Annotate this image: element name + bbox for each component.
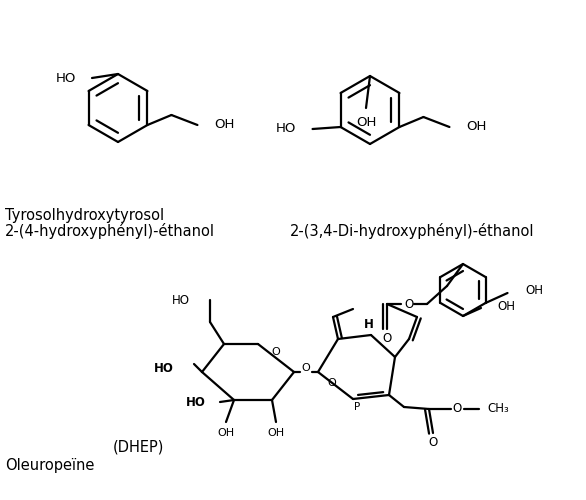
Text: OH: OH xyxy=(526,284,544,298)
Text: OH: OH xyxy=(356,116,376,128)
Text: HO: HO xyxy=(154,362,174,374)
Text: O: O xyxy=(327,378,336,388)
Text: OH: OH xyxy=(267,428,285,438)
Text: H: H xyxy=(364,318,374,332)
Text: HO: HO xyxy=(172,294,190,306)
Text: HO: HO xyxy=(186,396,206,408)
Text: O: O xyxy=(272,347,280,357)
Text: HO: HO xyxy=(276,122,297,136)
Text: P: P xyxy=(354,402,360,412)
Text: OH: OH xyxy=(497,300,515,312)
Text: HO: HO xyxy=(56,72,76,85)
Text: O: O xyxy=(404,298,414,310)
Text: O: O xyxy=(383,332,391,344)
Text: O: O xyxy=(428,436,438,450)
Text: O: O xyxy=(452,402,462,415)
Text: CH₃: CH₃ xyxy=(487,402,509,415)
Text: Oleuropeïne: Oleuropeïne xyxy=(5,458,94,473)
Text: 2-(4-hydroxyphényl)-éthanol: 2-(4-hydroxyphényl)-éthanol xyxy=(5,223,215,239)
Text: Tyrosolhydroxytyrosol: Tyrosolhydroxytyrosol xyxy=(5,208,164,223)
Text: OH: OH xyxy=(466,120,487,134)
Text: 2-(3,4-Di-hydroxyphényl)-éthanol: 2-(3,4-Di-hydroxyphényl)-éthanol xyxy=(290,223,534,239)
Text: O: O xyxy=(302,363,311,373)
Text: OH: OH xyxy=(214,118,235,132)
Text: (DHEP): (DHEP) xyxy=(113,440,165,455)
Text: OH: OH xyxy=(217,428,234,438)
